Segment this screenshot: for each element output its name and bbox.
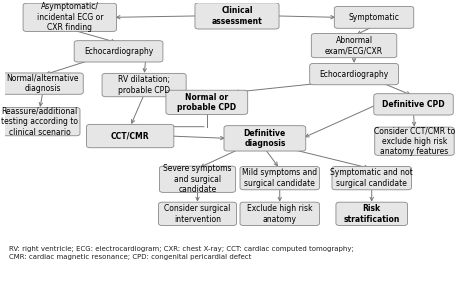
Text: Echocardiography: Echocardiography	[84, 47, 153, 56]
FancyBboxPatch shape	[2, 73, 83, 94]
Text: RV: right ventricle; ECG: electrocardiogram; CXR: chest X-ray; CCT: cardiac comp: RV: right ventricle; ECG: electrocardiog…	[9, 246, 354, 260]
FancyBboxPatch shape	[310, 64, 399, 85]
Text: Exclude high risk
anatomy: Exclude high risk anatomy	[247, 204, 312, 223]
FancyBboxPatch shape	[102, 74, 186, 97]
Text: Severe symptoms
and surgical
candidate: Severe symptoms and surgical candidate	[163, 164, 232, 194]
Text: Consider CCT/CMR to
exclude high risk
anatomy features: Consider CCT/CMR to exclude high risk an…	[374, 126, 455, 156]
FancyBboxPatch shape	[332, 166, 411, 190]
FancyBboxPatch shape	[311, 34, 397, 58]
FancyBboxPatch shape	[240, 166, 319, 190]
Text: Normal or
probable CPD: Normal or probable CPD	[177, 93, 237, 112]
Text: RV dilatation;
probable CPD: RV dilatation; probable CPD	[118, 75, 170, 95]
FancyBboxPatch shape	[23, 3, 117, 31]
FancyBboxPatch shape	[374, 94, 453, 115]
Text: Symptomatic: Symptomatic	[348, 13, 400, 22]
Text: Definitive CPD: Definitive CPD	[382, 100, 445, 109]
FancyBboxPatch shape	[74, 41, 163, 62]
FancyBboxPatch shape	[158, 202, 237, 225]
Text: Normal/alternative
diagnosis: Normal/alternative diagnosis	[7, 74, 79, 93]
FancyBboxPatch shape	[375, 127, 454, 155]
Text: Reassure/additional
testing according to
clinical scenario: Reassure/additional testing according to…	[1, 107, 78, 136]
FancyBboxPatch shape	[0, 108, 80, 136]
Text: Clinical
assessment: Clinical assessment	[211, 6, 263, 26]
Text: Mild symptoms and
surgical candidate: Mild symptoms and surgical candidate	[242, 168, 317, 188]
FancyBboxPatch shape	[240, 202, 319, 225]
Text: Risk
stratification: Risk stratification	[344, 204, 400, 223]
Text: Echocardiography: Echocardiography	[319, 70, 389, 78]
FancyBboxPatch shape	[224, 126, 306, 151]
FancyBboxPatch shape	[334, 6, 414, 28]
Text: Symptomatic and not
surgical candidate: Symptomatic and not surgical candidate	[330, 168, 413, 188]
Text: Consider surgical
intervention: Consider surgical intervention	[164, 204, 231, 223]
FancyBboxPatch shape	[195, 3, 279, 29]
FancyBboxPatch shape	[86, 124, 174, 148]
Text: CCT/CMR: CCT/CMR	[111, 131, 149, 141]
FancyBboxPatch shape	[159, 166, 236, 192]
FancyBboxPatch shape	[166, 90, 248, 114]
Text: Definitive
diagnosis: Definitive diagnosis	[244, 129, 286, 148]
Text: Abnormal
exam/ECG/CXR: Abnormal exam/ECG/CXR	[325, 36, 383, 55]
Text: Asymptomatic/
incidental ECG or
CXR finding: Asymptomatic/ incidental ECG or CXR find…	[36, 2, 103, 32]
FancyBboxPatch shape	[336, 202, 408, 225]
